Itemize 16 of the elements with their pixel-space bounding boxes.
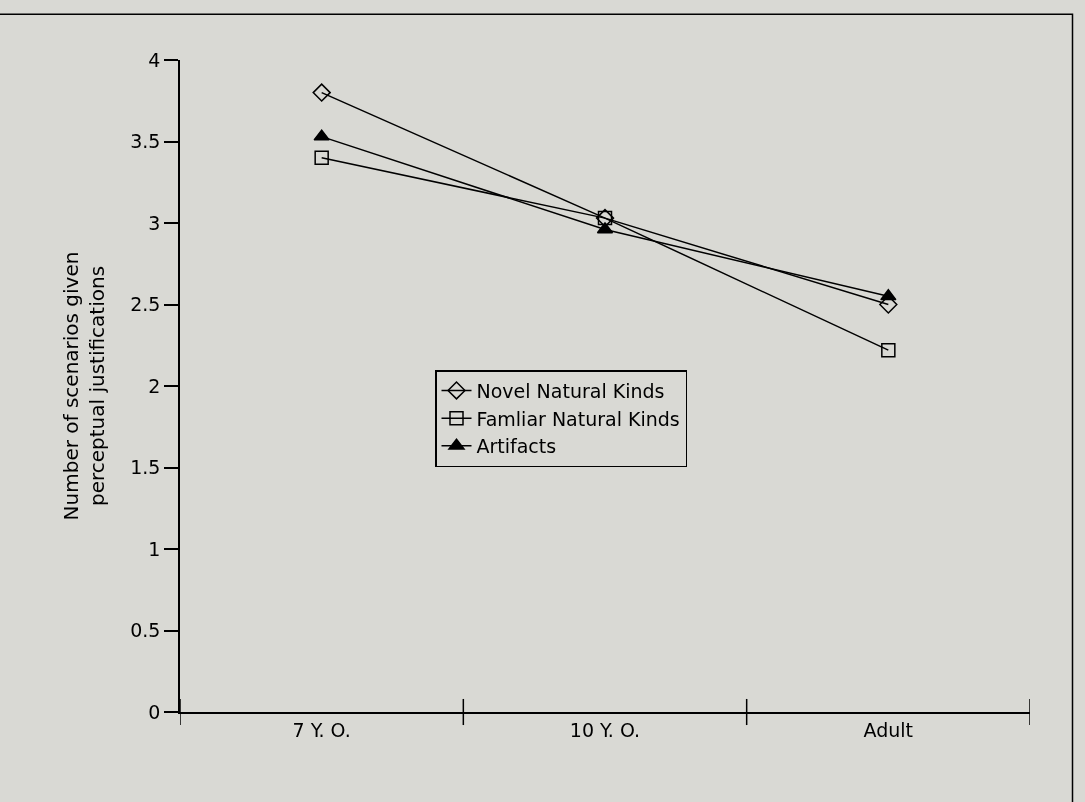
- y-tick-label: 0.5: [130, 619, 161, 642]
- y-tick-label: 1.5: [130, 456, 161, 479]
- legend-label: Novel Natural Kinds: [476, 379, 665, 402]
- legend-label: Artifacts: [476, 435, 557, 458]
- y-tick-label: 1: [148, 537, 161, 560]
- y-tick-label: 0: [148, 700, 161, 723]
- y-tick-label: 3: [148, 211, 161, 234]
- y-tick-label: 2: [148, 374, 161, 397]
- x-tick-label: Adult: [863, 718, 914, 741]
- x-tick-label: 10 Y. O.: [569, 718, 641, 741]
- y-tick-label: 3.5: [130, 130, 161, 153]
- y-tick-label: 4: [148, 48, 161, 71]
- y-tick-label: 2.5: [130, 293, 161, 316]
- x-tick-label: 7 Y. O.: [292, 718, 351, 741]
- legend-label: Famliar Natural Kinds: [476, 407, 680, 430]
- y-axis-title: Number of scenarios given perceptual justifications: [59, 251, 110, 521]
